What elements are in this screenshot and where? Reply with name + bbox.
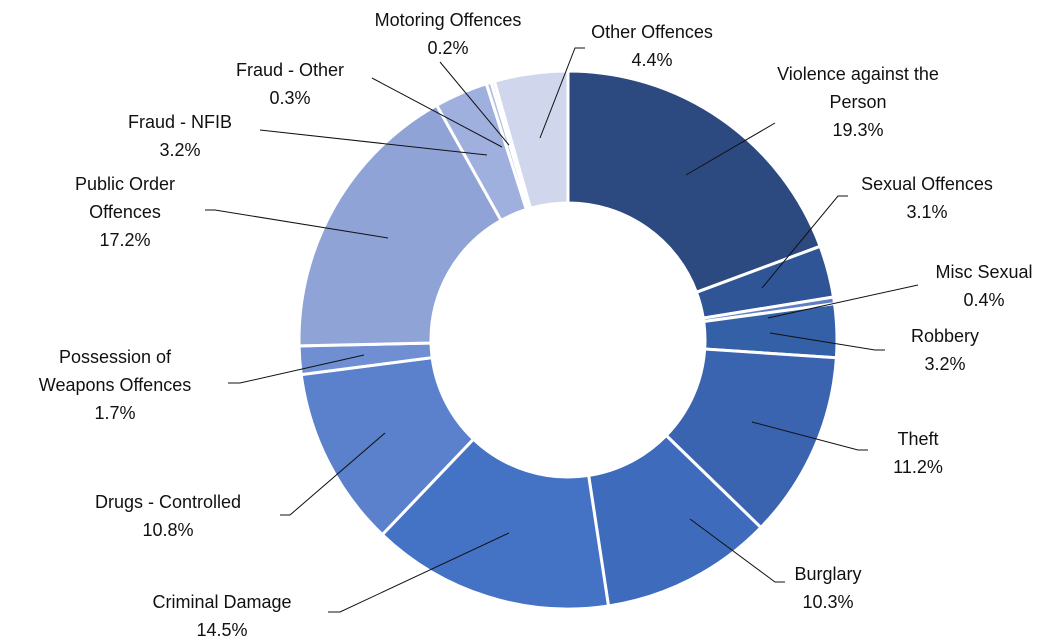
donut-slice [297,103,504,348]
leader-line [685,122,776,176]
category-label: Possession of Weapons Offences [38,347,192,395]
value-label: 0.4% [963,290,1005,310]
leader-line [767,284,919,319]
slice-label: Public Order Offences 17.2% [60,170,190,254]
leader-line [205,209,389,239]
category-label: Violence against the Person [777,64,939,112]
slice-label: Possession of Weapons Offences 1.7% [25,343,205,427]
category-label: Misc Sexual [935,262,1033,282]
value-label: 0.3% [269,88,311,108]
value-label: 14.5% [196,620,248,640]
slice-label: Burglary 10.3% [768,560,888,616]
slice-label: Robbery 3.2% [885,322,1005,378]
slice-label: Theft 11.2% [868,425,968,481]
leader-line [371,77,503,148]
leader-line [761,195,848,289]
category-label: Theft [897,429,939,449]
category-label: Public Order Offences [74,174,176,222]
donut-slice [380,437,611,611]
value-label: 3.1% [906,202,948,222]
leader-line [259,129,488,156]
leader-line [769,332,885,351]
slice-label: Criminal Damage 14.5% [122,588,322,643]
slice-label: Misc Sexual 0.4% [909,258,1051,314]
category-label: Fraud - Other [235,60,345,80]
value-label: 3.2% [159,140,201,160]
category-label: Fraud - NFIB [127,112,233,132]
leader-line [751,421,868,451]
value-label: 10.8% [142,520,194,540]
leader-line [280,432,386,516]
donut-slice [492,69,570,211]
slice-label: Other Offences 4.4% [552,18,752,74]
slice-label: Motoring Offences 0.2% [348,6,548,62]
value-label: 17.2% [99,230,151,250]
leader-line [539,47,585,139]
donut-slice [566,69,823,295]
leader-line [228,354,365,384]
value-label: 4.4% [631,50,673,70]
category-label: Other Offences [591,22,713,42]
value-label: 3.2% [924,354,966,374]
value-label: 10.3% [802,592,854,612]
category-label: Motoring Offences [374,10,522,30]
category-label: Burglary [794,564,862,584]
slice-label: Fraud - NFIB 3.2% [105,108,255,164]
slice-label: Fraud - Other 0.3% [215,56,365,112]
category-label: Sexual Offences [861,174,993,194]
value-label: 11.2% [893,457,943,477]
value-label: 0.2% [427,38,469,58]
leader-line [439,61,510,146]
slice-label: Violence against the Person 19.3% [773,60,943,144]
leader-line [328,532,510,613]
category-label: Drugs - Controlled [94,492,242,512]
category-label: Robbery [910,326,980,346]
value-label: 19.3% [832,120,884,140]
slice-label: Drugs - Controlled 10.8% [68,488,268,544]
category-label: Criminal Damage [152,592,292,612]
slice-label: Sexual Offences 3.1% [827,170,1027,226]
leader-line [689,518,785,583]
value-label: 1.7% [94,403,136,423]
